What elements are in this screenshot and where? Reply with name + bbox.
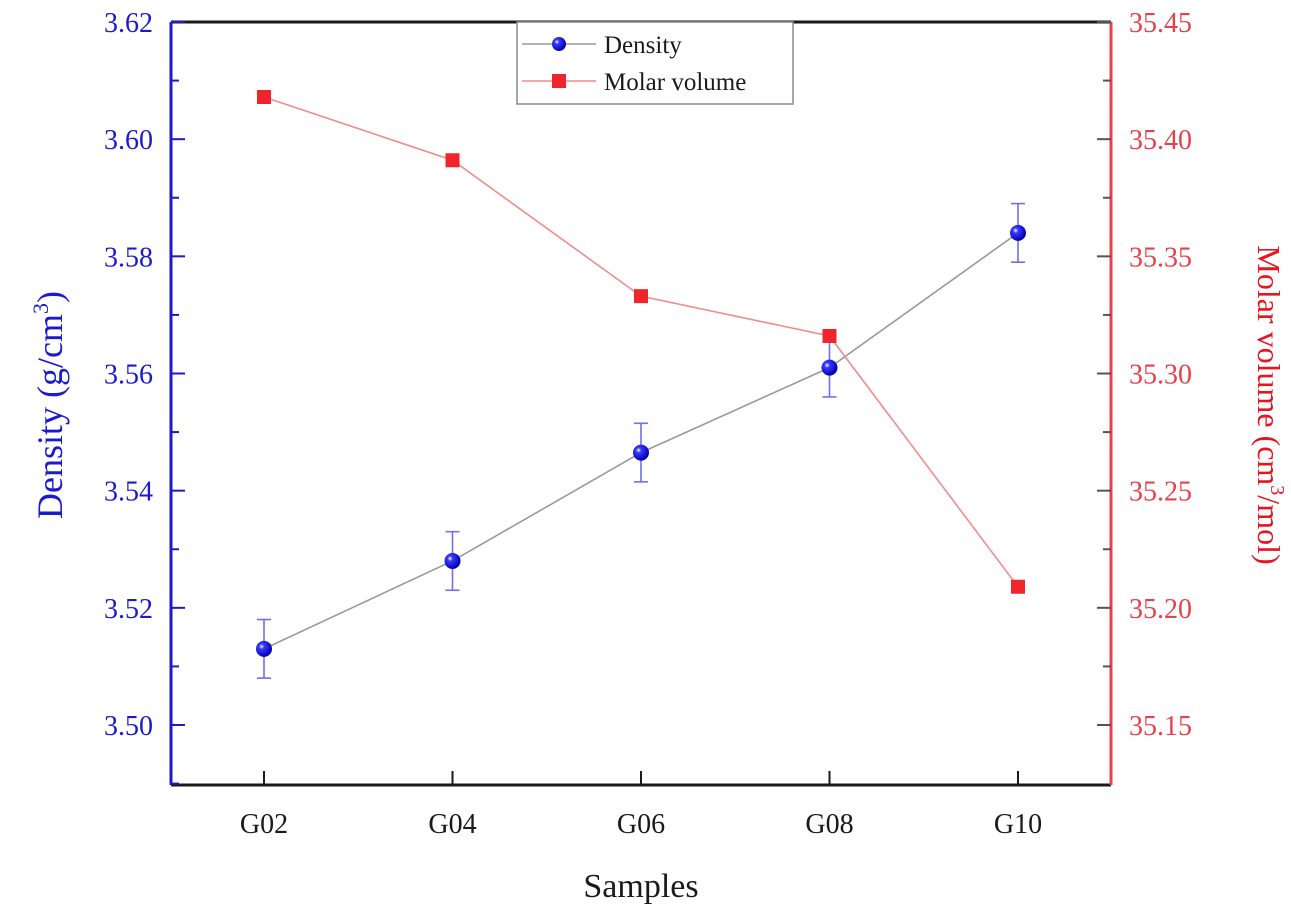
x-tick-label: G06 <box>617 809 665 840</box>
left-tick-label: 3.54 <box>104 477 153 508</box>
legend-item: Molar volume <box>522 69 746 96</box>
series-layer <box>256 89 1026 679</box>
legend: Density Molar volume <box>516 21 794 105</box>
left-tick-label: 3.50 <box>104 711 153 742</box>
left-tick-label: 3.62 <box>104 8 153 39</box>
right-tick-label: 35.40 <box>1129 125 1192 156</box>
data-point <box>1010 224 1026 241</box>
right-tick-label: 35.35 <box>1129 242 1192 273</box>
legend-label: Density <box>604 32 682 59</box>
left-tick-label: 3.52 <box>104 594 153 625</box>
left-tick-label: 3.56 <box>104 360 153 391</box>
x-axis: G02 G04 G06 G08 G10 <box>240 771 1042 840</box>
right-tick-label: 35.30 <box>1129 360 1192 391</box>
right-tick-label: 35.20 <box>1129 594 1192 625</box>
data-point <box>1011 579 1025 594</box>
series-line <box>263 96 1019 588</box>
x-tick-label: G08 <box>805 809 853 840</box>
right-tick-label: 35.45 <box>1129 8 1192 39</box>
plot-frame <box>171 20 1111 787</box>
legend-marker <box>552 74 566 88</box>
data-point <box>821 359 838 376</box>
left-tick-label: 3.58 <box>104 242 153 273</box>
data-point <box>257 89 271 104</box>
series-density <box>256 202 1026 679</box>
left-y-axis: 3.50 3.52 3.54 3.56 3.58 3.60 3.62 <box>104 8 185 785</box>
series-molar-volume <box>257 89 1025 594</box>
right-y-axis: 35.15 35.20 35.25 35.30 35.35 35.40 35.45 <box>1097 8 1192 785</box>
x-axis-title: Samples <box>583 868 698 905</box>
data-point <box>444 552 461 569</box>
data-point <box>822 329 837 344</box>
left-axis-title: Density (g/cm3) <box>28 291 70 519</box>
data-point <box>634 289 648 304</box>
x-tick-label: G02 <box>240 809 288 840</box>
left-tick-label: 3.60 <box>104 125 153 156</box>
data-point <box>256 640 272 657</box>
right-tick-label: 35.15 <box>1129 711 1192 742</box>
right-axis-title: Molar volume (cm3/mol) <box>1251 245 1288 564</box>
legend-label: Molar volume <box>604 69 746 96</box>
data-point <box>633 444 649 461</box>
data-point <box>445 153 460 168</box>
legend-box <box>516 21 794 105</box>
legend-marker <box>552 37 566 51</box>
x-tick-label: G10 <box>994 809 1042 840</box>
x-tick-label: G04 <box>428 809 476 840</box>
right-tick-label: 35.25 <box>1129 477 1192 508</box>
legend-item: Density <box>522 32 682 59</box>
